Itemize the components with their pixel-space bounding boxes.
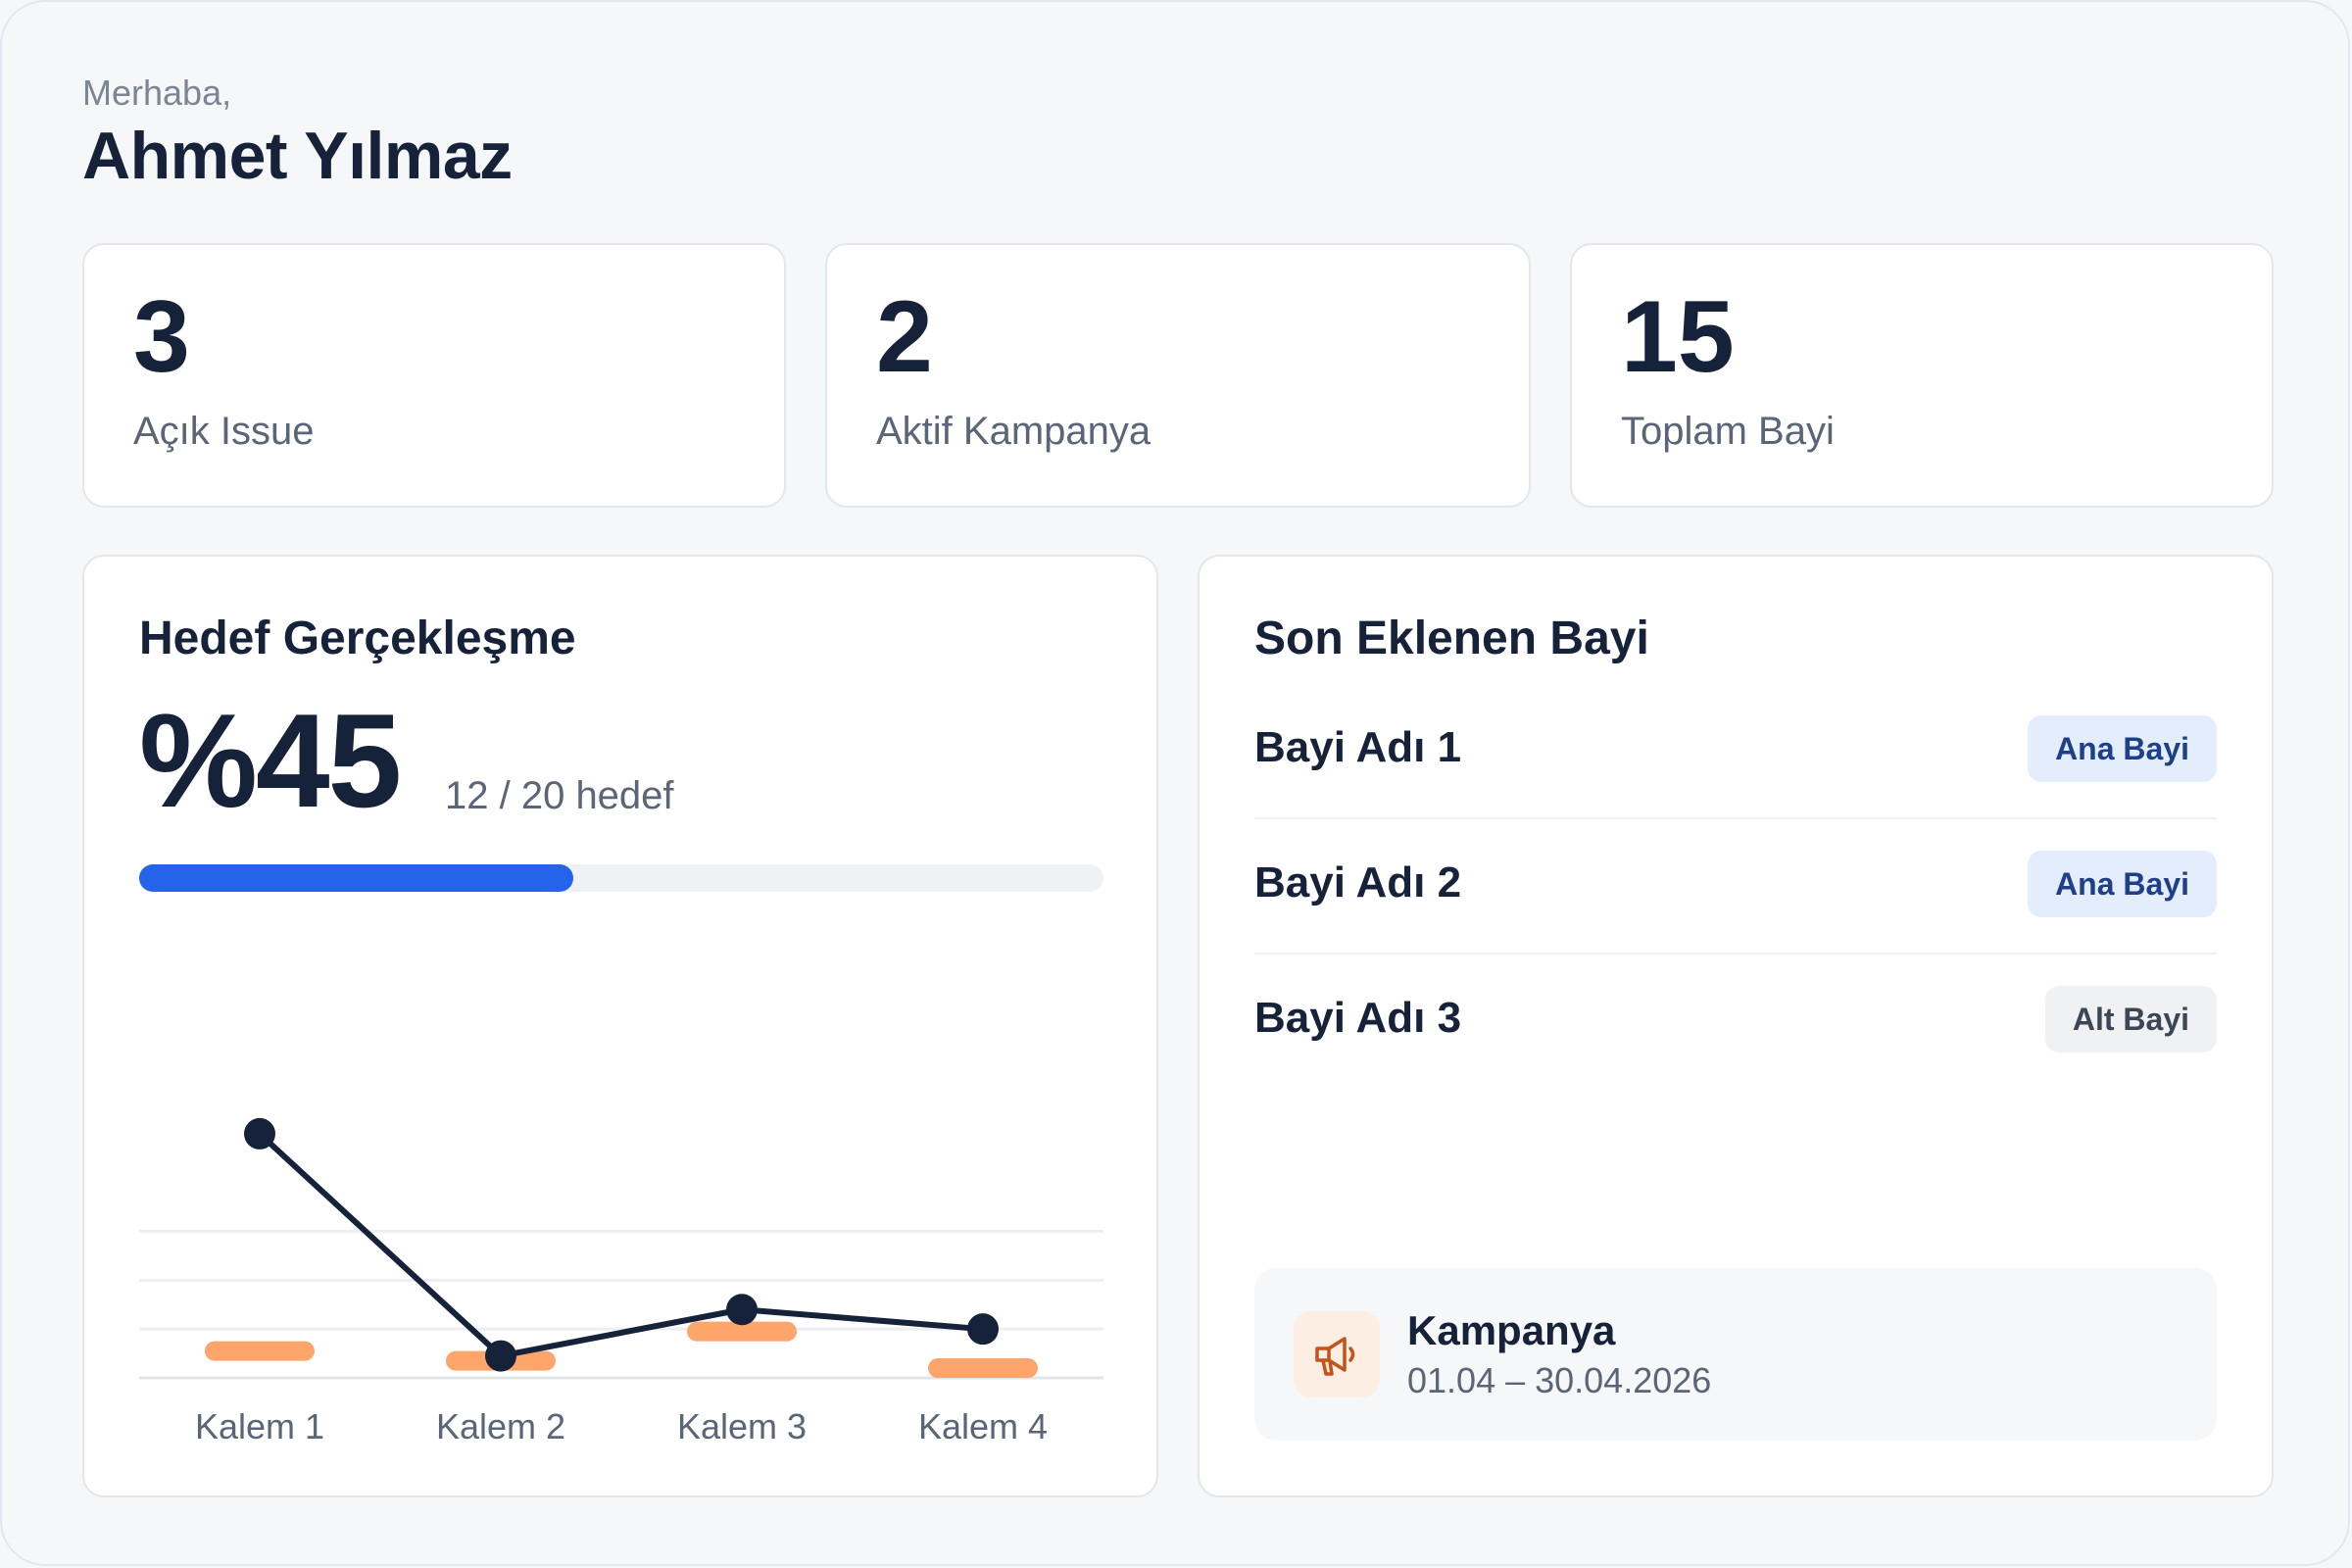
target-panel: Hedef Gerçekleşme %45 12 / 20 hedef Kale… bbox=[82, 555, 1158, 1497]
stat-value: 15 bbox=[1621, 280, 1735, 394]
stat-label: Aktif Kampanya bbox=[876, 410, 1152, 453]
target-percent: %45 bbox=[139, 686, 402, 835]
chart-x-tick-label: Kalem 1 bbox=[195, 1406, 324, 1446]
stat-card-total-dealers[interactable]: 15 Toplam Bayi bbox=[1570, 243, 2274, 508]
chart-point bbox=[726, 1294, 758, 1326]
dealers-panel: Son Eklenen Bayi Bayi Adı 1 Ana Bayi Bay… bbox=[1198, 555, 2274, 1497]
dealer-row[interactable]: Bayi Adı 2 Ana Bayi bbox=[1254, 819, 2217, 955]
user-name: Ahmet Yılmaz bbox=[82, 119, 513, 193]
chart-point bbox=[967, 1313, 999, 1346]
stat-value: 2 bbox=[876, 280, 933, 394]
stat-label: Açık Issue bbox=[133, 410, 315, 453]
chart-series-line bbox=[257, 1131, 984, 1359]
stat-card-active-campaigns[interactable]: 2 Aktif Kampanya bbox=[825, 243, 1531, 508]
target-progress-bar bbox=[139, 864, 1103, 892]
dealer-name: Bayi Adı 2 bbox=[1254, 858, 1462, 906]
megaphone-icon bbox=[1294, 1311, 1380, 1397]
chart-x-tick-label: Kalem 4 bbox=[918, 1406, 1048, 1446]
campaign-dates: 01.04 – 30.04.2026 bbox=[1407, 1360, 1712, 1400]
target-count: 12 / 20 hedef bbox=[445, 774, 674, 817]
dealers-panel-title: Son Eklenen Bayi bbox=[1254, 612, 1649, 664]
stat-label: Toplam Bayi bbox=[1621, 410, 1835, 453]
campaign-card[interactable]: Kampanya 01.04 – 30.04.2026 bbox=[1254, 1268, 2217, 1441]
chart-x-tick-label: Kalem 3 bbox=[677, 1406, 807, 1446]
target-progress-fill bbox=[139, 864, 573, 892]
stat-card-open-issues[interactable]: 3 Açık Issue bbox=[82, 243, 786, 508]
target-chart: Kalem 1 Kalem 2 Kalem 3 Kalem 4 bbox=[139, 1117, 1103, 1446]
dealer-type-badge: Ana Bayi bbox=[2028, 851, 2217, 917]
greeting-text: Merhaba, bbox=[82, 73, 232, 113]
dealer-type-badge: Alt Bayi bbox=[2044, 986, 2217, 1053]
chart-point bbox=[485, 1340, 516, 1372]
dealer-row[interactable]: Bayi Adı 1 Ana Bayi bbox=[1254, 684, 2217, 819]
dealer-name: Bayi Adı 3 bbox=[1254, 994, 1462, 1042]
campaign-title: Kampanya bbox=[1407, 1307, 1616, 1353]
chart-point bbox=[244, 1117, 275, 1150]
stat-value: 3 bbox=[133, 280, 190, 394]
dealer-row[interactable]: Bayi Adı 3 Alt Bayi bbox=[1254, 955, 2217, 1090]
dealer-type-badge: Ana Bayi bbox=[2028, 715, 2217, 782]
chart-x-tick-label: Kalem 2 bbox=[436, 1406, 565, 1446]
dealer-name: Bayi Adı 1 bbox=[1254, 723, 1462, 771]
target-panel-title: Hedef Gerçekleşme bbox=[139, 612, 576, 664]
